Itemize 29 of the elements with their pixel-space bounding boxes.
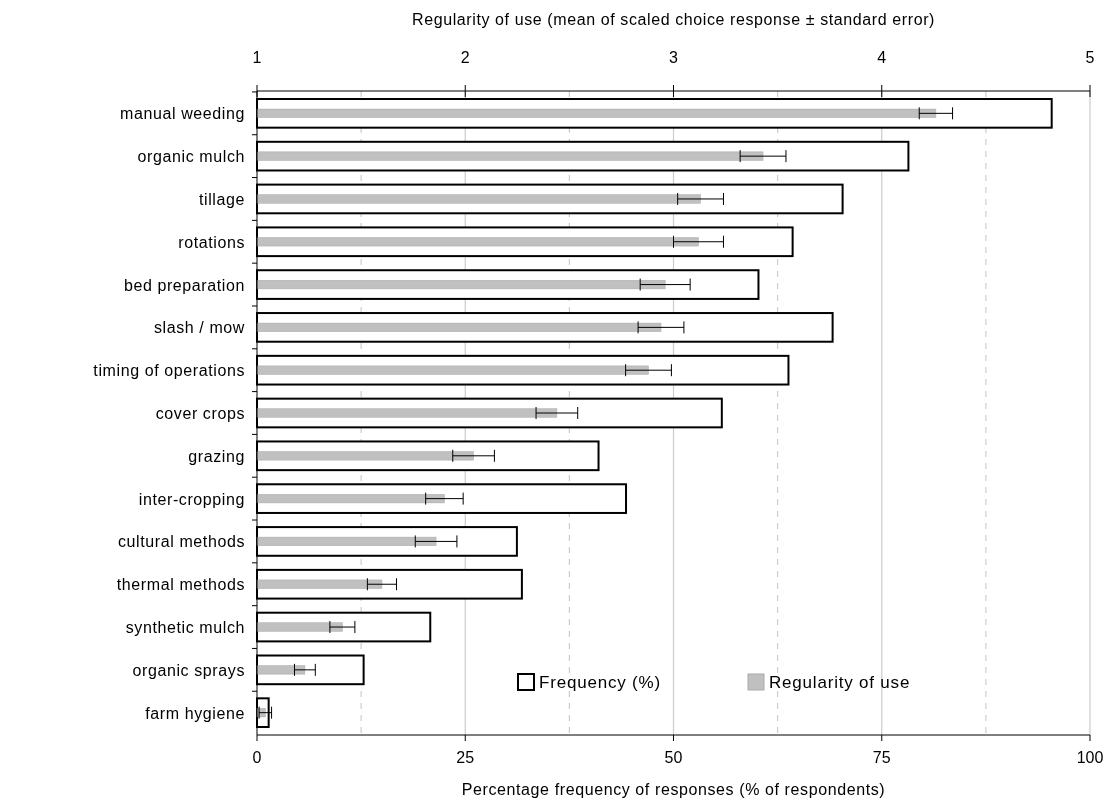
y-tick-label: slash / mow: [153, 319, 245, 337]
y-tick-label: bed preparation: [123, 276, 245, 294]
x-tick-label: 25: [456, 749, 475, 766]
y-tick-label: cultural methods: [118, 533, 245, 551]
y-tick-label: rotations: [178, 233, 245, 251]
x-axis-title: Percentage frequency of responses (% of respondents): [461, 781, 886, 798]
x-tick-label: 75: [872, 749, 891, 766]
y-tick-label: timing of operations: [93, 362, 245, 380]
legend-label: Regularity of use: [769, 673, 911, 692]
y-tick-label: cover crops: [155, 405, 245, 422]
x2-tick-label: 3: [669, 49, 679, 66]
y-tick-label: farm hygiene: [145, 704, 245, 722]
x2-tick-label: 1: [252, 49, 262, 66]
x-tick-label: 50: [664, 749, 683, 766]
y-tick-label: organic mulch: [137, 148, 245, 166]
y-tick-label: inter-cropping: [138, 490, 245, 508]
x2-tick-label: 2: [460, 49, 470, 66]
y-tick-label: grazing: [188, 447, 245, 465]
x-tick-label: 100: [1076, 749, 1104, 766]
y-tick-label: thermal methods: [116, 576, 245, 594]
y-tick-label: synthetic mulch: [125, 619, 245, 637]
y-tick-label: tillage: [198, 190, 245, 208]
x2-tick-label: 5: [1085, 49, 1095, 66]
x2-axis-title: Regularity of use (mean of scaled choice response ± standard error): [412, 11, 935, 28]
y-tick-label: organic sprays: [132, 661, 245, 679]
y-tick-label: manual weeding: [120, 105, 245, 123]
x-tick-label: 0: [252, 749, 262, 766]
x2-tick-label: 4: [877, 49, 887, 66]
legend-label: Frequency (%): [539, 673, 661, 692]
